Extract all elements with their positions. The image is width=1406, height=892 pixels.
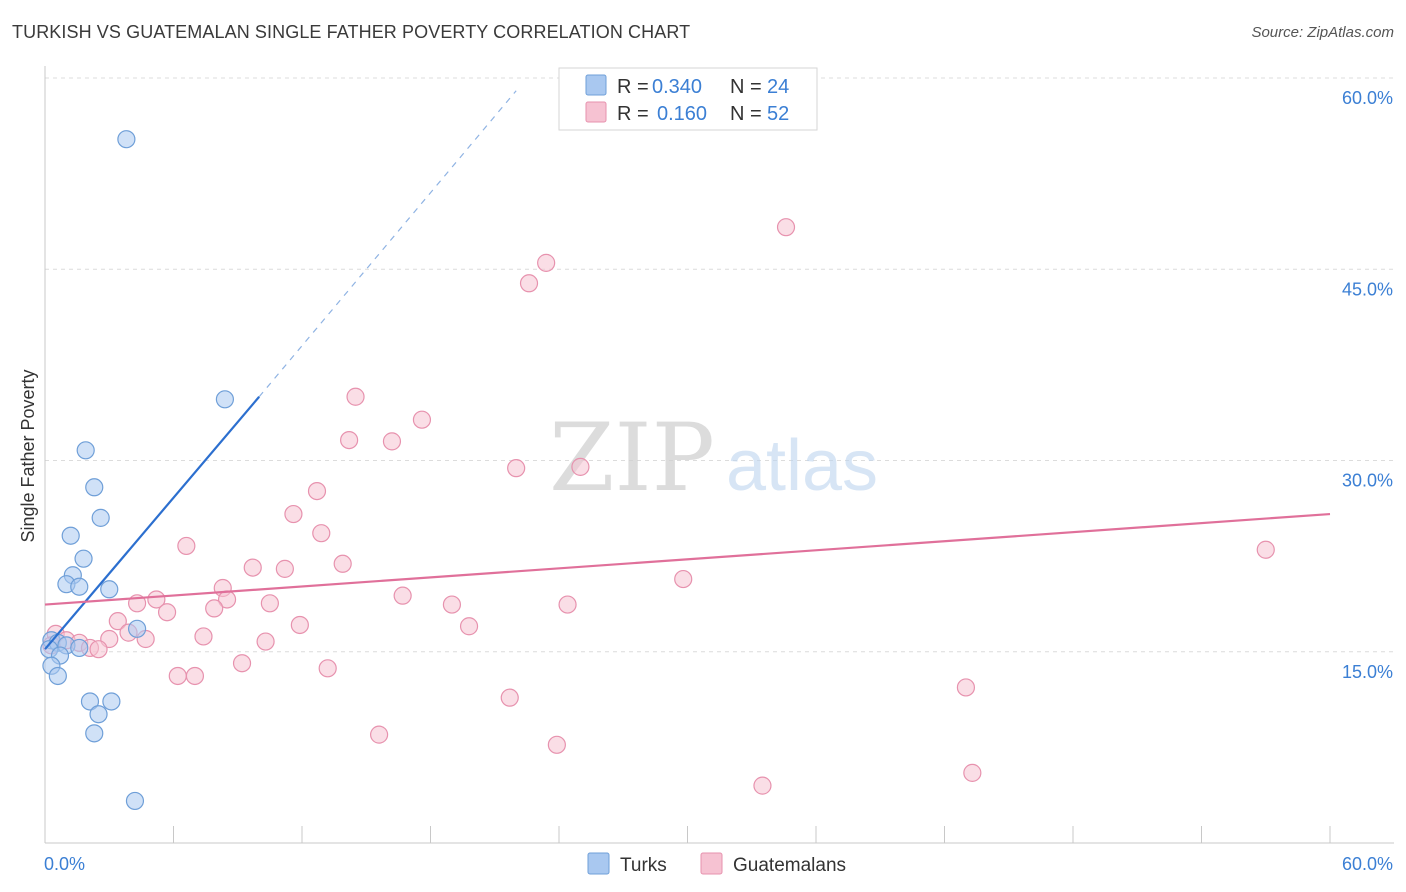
turks-point <box>125 791 145 811</box>
guatemalans-point <box>284 504 303 524</box>
guatemalans-point <box>205 599 224 618</box>
watermark-zip: ZIP <box>549 404 715 513</box>
watermark-atlas: atlas <box>726 426 878 506</box>
guatemalans-point <box>318 659 337 678</box>
trend-lines <box>44 90 1331 650</box>
guatemalans-trend-line <box>44 512 1331 606</box>
guatemalans-point <box>674 569 693 589</box>
y-tick-label-15: 15.0% <box>1342 662 1393 682</box>
series-legend-label-guatemalans: Guatemalans <box>733 855 846 876</box>
legend-r-label-turks: R = <box>617 76 649 98</box>
guatemalans-point <box>1256 540 1275 559</box>
guatemalans-point <box>260 594 279 613</box>
guatemalans-point <box>547 735 566 754</box>
guatemalans-point <box>89 640 108 659</box>
guatemalans-point <box>168 666 187 686</box>
guatemalans-point <box>412 410 432 429</box>
series-legend-swatch-guatemalans <box>700 852 723 875</box>
legend-n-label-turks: N = <box>730 76 762 98</box>
guatemalans-point <box>307 482 327 501</box>
guatemalans-point <box>537 253 556 272</box>
x-tick-label-min: 0.0% <box>44 854 85 874</box>
guatemalans-point <box>500 688 519 707</box>
source-credit: Source: ZipAtlas.com <box>1251 24 1394 41</box>
watermark: ZIP atlas <box>549 404 878 513</box>
turks-point <box>91 508 110 527</box>
x-tick-label-max: 60.0% <box>1342 854 1393 874</box>
turks-point <box>85 478 104 497</box>
legend-n-label-guatemalans: N = <box>730 103 762 125</box>
turks-point <box>89 705 108 724</box>
turks-point <box>100 580 119 599</box>
guatemalans-point <box>558 595 577 614</box>
guatemalans-point <box>346 387 365 406</box>
guatemalans-point <box>340 431 359 450</box>
legend-r-value-guatemalans: 0.160 <box>657 103 707 125</box>
guatemalans-point <box>956 678 976 697</box>
y-tick-labels: 15.0% 30.0% 45.0% 60.0% <box>1342 88 1393 682</box>
turks-point <box>127 619 147 638</box>
legend-n-value-guatemalans: 52 <box>767 103 789 125</box>
guatemalans-point <box>256 632 275 651</box>
turks-point <box>74 549 93 568</box>
legend-r-label-guatemalans: R = <box>617 103 649 125</box>
axes <box>44 66 1394 844</box>
legend-r-value-turks: 0.340 <box>652 76 702 98</box>
guatemalans-point <box>963 763 982 782</box>
legend-swatch-guatemalans <box>585 101 607 123</box>
guatemalans-point <box>232 654 252 673</box>
guatemalans-point <box>507 459 526 478</box>
guatemalans-point <box>108 612 127 631</box>
turks-point <box>85 724 104 743</box>
turks-points <box>40 130 234 811</box>
guatemalans-point <box>382 432 402 451</box>
guatemalans-point <box>275 559 294 578</box>
guatemalans-point <box>753 776 772 795</box>
turks-point <box>102 692 121 711</box>
x-tick-labels: 0.0% 60.0% <box>44 854 1393 874</box>
turks-point <box>117 130 136 149</box>
legend-swatch-turks <box>585 74 607 96</box>
series-legend-label-turks: Turks <box>620 855 667 876</box>
guatemalans-point <box>333 554 352 573</box>
guatemalans-point <box>393 586 412 605</box>
series-legend: Turks Guatemalans <box>587 852 846 876</box>
guatemalans-point <box>185 666 205 686</box>
guatemalans-point <box>312 524 331 543</box>
guatemalans-point <box>243 558 262 577</box>
chart-title: TURKISH VS GUATEMALAN SINGLE FATHER POVE… <box>12 22 691 42</box>
y-tick-label-45: 45.0% <box>1342 279 1393 299</box>
guatemalans-point <box>776 218 796 237</box>
guatemalans-point <box>147 590 166 609</box>
guatemalans-point <box>442 595 462 614</box>
guatemalans-point <box>290 615 309 635</box>
y-axis-label: Single Father Poverty <box>18 369 38 542</box>
turks-point <box>80 692 100 711</box>
guatemalans-point <box>194 627 213 646</box>
guatemalans-point <box>177 536 196 556</box>
turks-point <box>70 638 89 658</box>
stats-legend: R = 0.340 N = 24 R = 0.160 N = 52 <box>558 67 818 131</box>
y-tick-label-60: 60.0% <box>1342 88 1393 108</box>
guatemalans-point <box>519 274 539 293</box>
legend-n-value-turks: 24 <box>767 76 789 98</box>
turks-point <box>48 666 67 686</box>
guatemalans-point <box>370 725 389 744</box>
turks-point <box>70 577 89 596</box>
guatemalans-point <box>571 457 590 476</box>
turks-point <box>76 441 95 460</box>
turks-trend-line <box>44 396 261 650</box>
guatemalans-point <box>157 603 177 622</box>
series-legend-swatch-turks <box>587 852 610 875</box>
guatemalans-point <box>459 617 479 636</box>
y-tick-label-30: 30.0% <box>1342 471 1393 491</box>
turks-point <box>61 526 80 545</box>
turks-trend-extension <box>258 90 517 398</box>
turks-point <box>215 390 234 409</box>
